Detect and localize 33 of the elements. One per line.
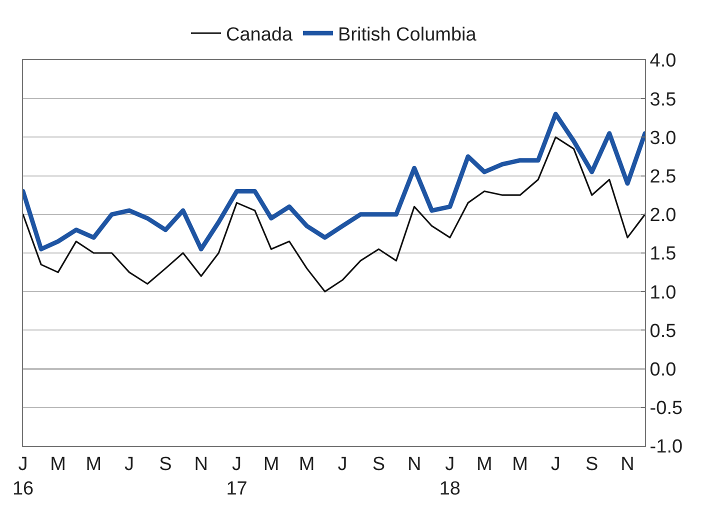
x-tick-label: J 16	[12, 454, 34, 500]
x-tick-label: N	[194, 454, 208, 475]
x-tick-label: M	[476, 454, 492, 475]
y-tick-label: -1.0	[650, 436, 683, 458]
x-tick-label: M	[512, 454, 528, 475]
y-tick-label: 2.5	[650, 166, 676, 188]
x-tick-label: J 17	[226, 454, 248, 500]
x-tick-label: M	[298, 454, 315, 475]
y-tick-label: 0.5	[650, 320, 676, 342]
x-tick-label: J 18	[439, 454, 460, 500]
y-tick-label: 1.0	[650, 282, 676, 304]
x-tick-label: J	[550, 454, 560, 475]
y-tick-label: 3.5	[650, 89, 676, 110]
x-tick-label: M	[263, 454, 280, 475]
x-tick-label: S	[586, 454, 598, 475]
line-series	[23, 112, 645, 252]
y-tick-label: 1.5	[650, 244, 676, 265]
line-series	[23, 136, 645, 292]
x-tick-label: S	[372, 454, 386, 475]
legend-label: British Columbia	[338, 24, 477, 46]
y-tick-label: -0.5	[650, 398, 683, 420]
y-tick-label: 3.0	[650, 128, 676, 149]
x-tick-label: S	[159, 454, 172, 475]
legend-label: Canada	[226, 24, 293, 46]
x-tick-label: M	[86, 454, 102, 475]
x-tick-label: M	[50, 454, 66, 475]
x-tick-label: N	[620, 454, 634, 475]
y-tick-label: 4.0	[650, 50, 676, 72]
y-tick-label: 2.0	[650, 205, 676, 226]
x-tick-label: J	[338, 454, 348, 475]
x-tick-label: N	[407, 454, 422, 475]
y-tick-label: 0.0	[650, 359, 676, 380]
x-tick-label: J	[124, 454, 134, 475]
